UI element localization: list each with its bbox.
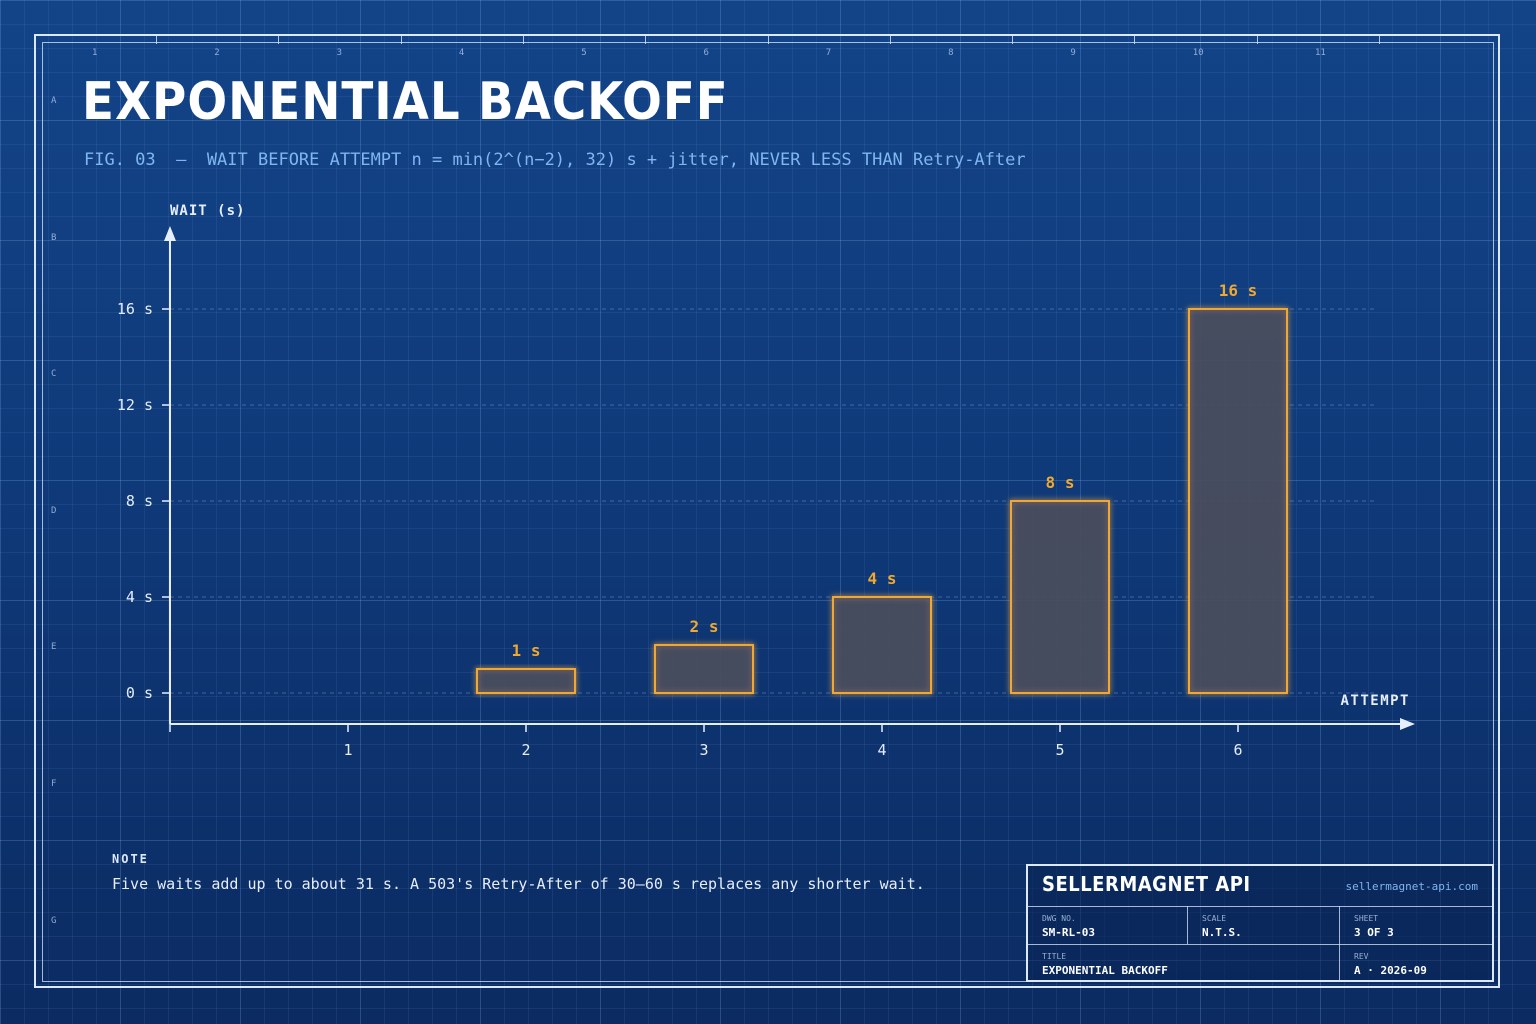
bar-data-label: 8 s xyxy=(1046,473,1075,492)
page-title: EXPONENTIAL BACKOFF xyxy=(82,72,729,132)
zone-tick xyxy=(278,36,280,44)
dwg-no-value: SM-RL-03 xyxy=(1042,926,1095,939)
bar xyxy=(832,596,932,694)
title-block-divider xyxy=(1339,906,1340,982)
zone-row-label: A xyxy=(51,96,57,106)
zone-tick xyxy=(1134,36,1136,44)
scale-label: SCALE xyxy=(1202,914,1227,923)
x-axis-title: ATTEMPT xyxy=(1340,693,1410,709)
zone-tick xyxy=(1012,36,1014,44)
title-block-divider xyxy=(1187,906,1188,944)
x-tick-label: 4 xyxy=(877,741,886,759)
x-tick-label: 5 xyxy=(1055,741,1064,759)
title-block-website[interactable]: sellermagnet-api.com xyxy=(1345,880,1478,893)
x-axis-arrow xyxy=(1400,718,1415,730)
y-tick-label: 16 s xyxy=(117,300,153,318)
sheet-value: 3 OF 3 xyxy=(1354,926,1394,939)
zone-tick xyxy=(1256,36,1258,44)
zone-column-label: 11 xyxy=(1315,48,1326,58)
title-block-company: SELLERMAGNET API xyxy=(1042,872,1251,896)
bar xyxy=(654,644,754,694)
zone-column-label: 10 xyxy=(1192,48,1204,58)
bar xyxy=(1010,500,1110,694)
scale-value: N.T.S. xyxy=(1202,926,1242,939)
bar xyxy=(476,668,576,694)
note-text: Five waits add up to about 31 s. A 503's… xyxy=(112,875,925,893)
rev-value: A · 2026-09 xyxy=(1354,964,1427,977)
zone-column-label: 3 xyxy=(336,48,343,58)
sheet-label: SHEET xyxy=(1354,914,1379,923)
dwg-no-label: DWG NO. xyxy=(1042,914,1076,923)
zone-column-label: 5 xyxy=(581,48,587,58)
zone-column-label: 9 xyxy=(1070,48,1076,58)
y-tick-label: 12 s xyxy=(117,396,153,414)
zone-column-label: 4 xyxy=(458,48,465,58)
drawing-border-outer xyxy=(34,34,1500,988)
zone-tick xyxy=(645,36,647,44)
rev-label: REV xyxy=(1354,952,1369,961)
zone-column-label: 8 xyxy=(948,48,954,58)
zone-column-label: 7 xyxy=(825,48,832,58)
zone-tick xyxy=(400,36,402,44)
bar xyxy=(1188,308,1288,694)
zone-tick xyxy=(767,36,769,44)
x-tick-label: 6 xyxy=(1233,741,1242,759)
bar-data-label: 4 s xyxy=(868,569,897,588)
zone-column-label: 2 xyxy=(214,48,220,58)
zone-row-label: E xyxy=(51,642,57,653)
figure-caption: FIG. 03 — WAIT BEFORE ATTEMPT n = min(2^… xyxy=(84,150,1026,170)
zone-column-label: 1 xyxy=(92,48,98,58)
zone-column-label: 6 xyxy=(703,48,709,58)
x-tick-label: 2 xyxy=(521,741,530,759)
title-block-divider xyxy=(1028,944,1492,945)
tb-title-label: TITLE xyxy=(1042,952,1067,961)
y-axis-title: WAIT (s) xyxy=(170,203,245,219)
x-tick-label: 3 xyxy=(699,741,708,759)
y-axis-arrow xyxy=(164,226,176,241)
zone-tick xyxy=(1379,36,1380,44)
zone-row-label: G xyxy=(51,915,57,926)
y-tick-label: 8 s xyxy=(126,492,153,510)
bar-data-label: 2 s xyxy=(690,617,719,636)
zone-tick xyxy=(889,36,891,44)
title-block: SELLERMAGNET API sellermagnet-api.com DW… xyxy=(1026,864,1494,982)
x-tick-label: 1 xyxy=(343,741,352,759)
zone-row-label: B xyxy=(51,232,57,243)
note-heading: NOTE xyxy=(112,852,149,866)
bar-data-label: 1 s xyxy=(512,641,541,660)
zone-row-label: F xyxy=(51,779,57,789)
zone-row-label: D xyxy=(51,505,57,516)
y-tick-label: 4 s xyxy=(126,588,153,606)
zone-row-label: C xyxy=(51,369,57,380)
bar-data-label: 16 s xyxy=(1219,281,1258,300)
y-tick-label: 0 s xyxy=(126,684,153,702)
title-block-divider xyxy=(1028,906,1492,907)
zone-tick xyxy=(156,36,157,44)
zone-tick xyxy=(522,36,524,44)
tb-title-value: EXPONENTIAL BACKOFF xyxy=(1042,964,1168,977)
